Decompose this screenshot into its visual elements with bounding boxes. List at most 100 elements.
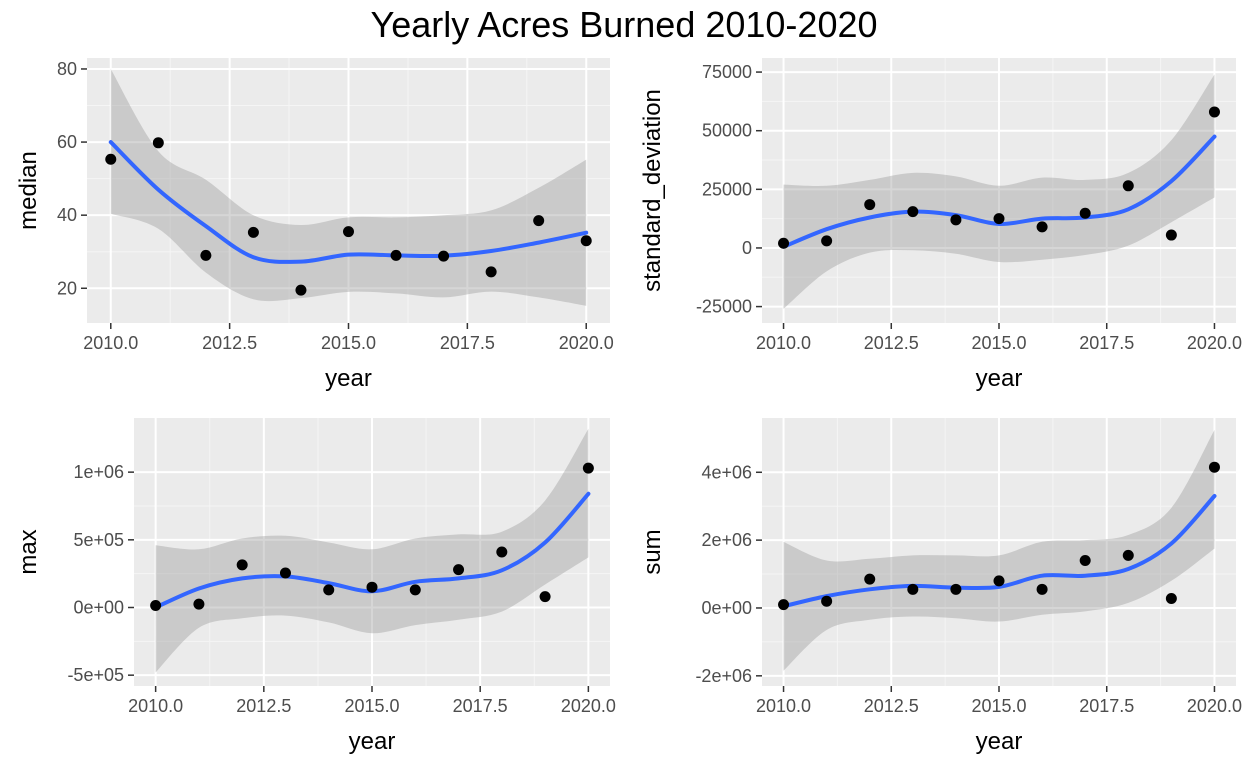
y-tick-label: 4e+06 [701,462,752,482]
x-tick-label: 2017.5 [1079,696,1134,716]
x-axis-label: year [325,365,372,392]
y-tick-label: -25000 [696,297,752,317]
data-point [907,206,919,218]
data-point [821,235,833,247]
confidence-ribbon [783,74,1215,309]
figure-title: Yearly Acres Burned 2010-2020 [370,4,877,45]
data-point [582,462,594,474]
x-tick-label: 2012.5 [864,696,919,716]
data-point [453,564,465,576]
y-axis-label: median [15,151,42,230]
x-tick-label: 2020.0 [1187,696,1242,716]
x-tick-label: 2015.0 [971,696,1026,716]
confidence-ribbon [110,68,587,306]
data-point [993,213,1005,225]
data-point [1122,549,1134,561]
data-point [390,249,402,261]
panel-median: 2010.0 2012.5 2015.0 2017.5 2020.0 20 40 60 80 ye… [15,58,614,392]
x-axis-label: year [349,728,396,755]
x-tick-label: 2010.0 [128,696,183,716]
data-point [1122,180,1134,192]
data-point [821,595,833,607]
data-point [438,250,450,262]
x-tick-label: 2012.5 [202,333,257,353]
smooth-line [108,140,589,264]
data-point [778,599,790,611]
data-point [950,214,962,226]
data-point [105,153,117,165]
x-axis-label: year [976,365,1023,392]
data-point [1208,461,1220,473]
data-point [323,584,335,596]
confidence-ribbon [783,429,1215,671]
data-point [864,199,876,211]
y-tick-label: 0e+00 [701,598,752,618]
y-tick-label: -2e+06 [695,666,752,686]
y-tick-label: 20 [57,278,77,298]
data-point [1165,229,1177,241]
panel-sum: 2010.0 2012.5 2015.0 2017.5 2020.0 -2e+06 0e+0… [639,418,1242,755]
y-tick-label: 2e+06 [701,530,752,550]
data-point [236,559,248,571]
data-point [1208,106,1220,118]
y-tick-label: 50000 [702,121,752,141]
data-point [279,567,291,579]
data-point [247,226,259,238]
data-point [778,237,790,249]
data-point [1036,583,1048,595]
data-point [485,266,497,278]
data-point [150,599,162,611]
y-tick-label: 0 [742,238,752,258]
data-point [152,137,164,149]
data-point [533,215,545,227]
x-tick-label: 2015.0 [344,696,399,716]
x-tick-label: 2012.5 [864,333,919,353]
data-point [1165,592,1177,604]
x-tick-label: 2010.0 [756,696,811,716]
x-tick-label: 2020.0 [1187,333,1242,353]
y-tick-label: 40 [57,205,77,225]
confidence-ribbon [155,428,589,673]
data-point [950,583,962,595]
data-point [1036,221,1048,233]
data-point [993,575,1005,587]
data-point [200,249,212,261]
y-axis-label: standard_deviation [639,89,666,292]
data-point [580,235,592,247]
data-point [1079,207,1091,219]
x-axis-label: year [976,728,1023,755]
data-point [366,581,378,593]
data-point [193,598,205,610]
x-tick-label: 2015.0 [321,333,376,353]
data-point [539,591,551,603]
y-tick-label: 25000 [702,179,752,199]
data-point [343,226,354,238]
x-tick-label: 2015.0 [971,333,1026,353]
y-tick-label: 75000 [702,62,752,82]
x-tick-label: 2010.0 [756,333,811,353]
x-tick-label: 2020.0 [559,333,614,353]
x-tick-label: 2017.5 [1079,333,1134,353]
panel-standard_deviation: 2010.0 2012.5 2015.0 2017.5 2020.0 -25000 0 250… [639,58,1242,392]
y-axis-label: max [15,529,42,574]
x-tick-label: 2010.0 [83,333,138,353]
x-tick-label: 2017.5 [440,333,495,353]
y-tick-label: 0e+00 [73,597,124,617]
x-tick-label: 2012.5 [236,696,291,716]
y-tick-label: 60 [57,132,77,152]
data-point [409,584,421,596]
y-tick-label: -5e+05 [67,665,124,685]
smooth-line [781,494,1217,609]
x-tick-label: 2020.0 [561,696,616,716]
y-axis-label: sum [639,529,666,574]
y-tick-label: 5e+05 [73,530,124,550]
panel-max: 2010.0 2012.5 2015.0 2017.5 2020.0 -5e+05 0e+0… [15,418,616,755]
data-point [295,284,307,296]
data-point [496,546,508,558]
data-point [864,573,876,585]
x-tick-label: 2017.5 [453,696,508,716]
y-tick-label: 80 [57,59,77,79]
data-point [907,583,919,595]
y-tick-label: 1e+06 [73,462,124,482]
